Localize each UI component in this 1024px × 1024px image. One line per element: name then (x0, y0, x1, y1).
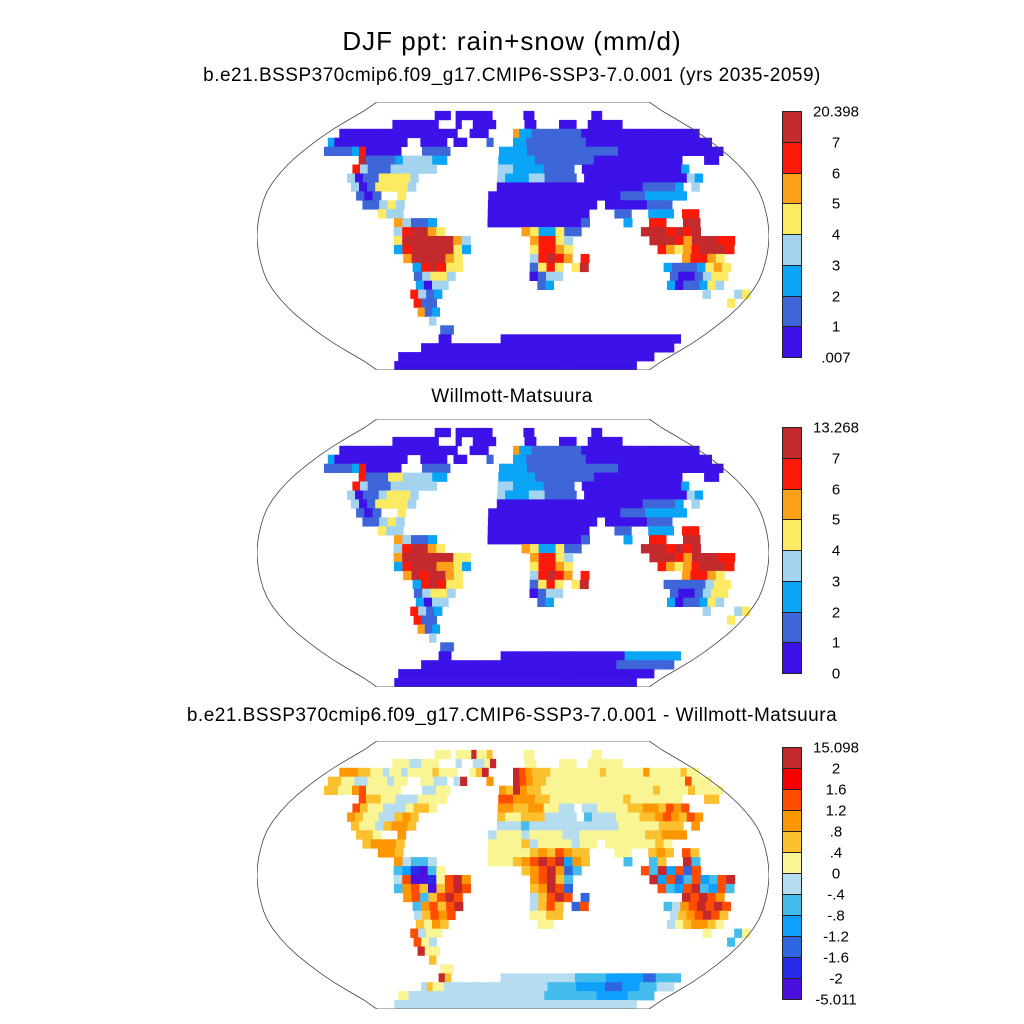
colorbar-tick-label: 1.2 (825, 802, 847, 820)
colorbar-tick-label: 15.098 (813, 739, 859, 757)
colorbar-tick-label: 2 (831, 604, 841, 621)
colorbar-segment (782, 642, 802, 674)
colorbar-tick-label: .8 (829, 823, 843, 841)
colorbar-tick-label: -1.2 (823, 928, 849, 946)
colorbar-tick-label: 0 (831, 865, 841, 883)
world-map-model (257, 102, 769, 370)
colorbar-tick-label: 6 (831, 165, 841, 182)
colorbar-segment (782, 457, 802, 490)
colorbar-tick-label: 7 (831, 450, 841, 468)
colorbar-model: 20.398 7 6 5 4 3 2 1 .007 (782, 104, 859, 367)
colorbar-segment (782, 172, 802, 205)
colorbar-segment (782, 978, 802, 1000)
colorbar-segment (782, 789, 802, 811)
colorbar-segment (782, 894, 802, 916)
colorbar-segment (782, 519, 802, 551)
colorbar-segment (782, 611, 802, 644)
colorbar-tick-label: -2 (829, 970, 843, 988)
colorbar-segment (782, 427, 802, 459)
colorbar-tick-label: 20.398 (813, 103, 859, 121)
figure-title: DJF ppt: rain+snow (mm/d) (342, 26, 682, 56)
colorbar-segment (782, 295, 802, 328)
colorbar-segment (782, 580, 802, 613)
colorbar-segment (782, 264, 802, 297)
colorbar-tick-label: 7 (831, 134, 841, 152)
colorbar-segment (782, 203, 802, 235)
colorbar-segment (782, 810, 802, 832)
colorbar-difference: 15.098 2 1.6 1.2 .8 .4 0 -.4 -.8 -1.2 -1.6 -2 -5.011 (782, 740, 859, 1009)
colorbar-segment (782, 768, 802, 790)
colorbar-tick-label: 1 (831, 318, 841, 336)
panel-title-model-case: b.e21.BSSP370cmip6.f09_g17.CMIP6-SSP3-7.… (203, 65, 821, 86)
world-map-observations (257, 419, 769, 687)
colorbar-segment (782, 111, 802, 143)
colorbar-tick-label: .4 (829, 844, 843, 862)
colorbar-observations: 13.268 7 6 5 4 3 2 1 0 (782, 420, 859, 683)
colorbar-tick-label: -1.6 (823, 949, 849, 967)
colorbar-segment (782, 957, 802, 979)
colorbar-segment (782, 831, 802, 853)
colorbar-tick-label: 3 (831, 257, 841, 275)
colorbar-tick-label: -.4 (827, 886, 845, 904)
colorbar-segment (782, 915, 802, 937)
colorbar-tick-label: 2 (831, 288, 841, 305)
colorbar-tick-label: -.8 (827, 907, 845, 925)
colorbar-tick-label: 6 (831, 481, 841, 498)
world-map-difference (257, 741, 769, 1009)
colorbar-tick-label: 5 (831, 195, 841, 213)
colorbar-tick-label: 0 (831, 665, 841, 683)
colorbar-segment (782, 747, 802, 769)
colorbar-tick-label: -5.011 (815, 991, 857, 1009)
colorbar-tick-label: 4 (831, 226, 841, 244)
colorbar-tick-label: 3 (831, 573, 841, 591)
colorbar-tick-label: 1 (831, 634, 841, 652)
colorbar-segment (782, 550, 802, 582)
colorbar-tick-label: 4 (831, 542, 841, 560)
colorbar-tick-label: 2 (831, 760, 841, 778)
colorbar-tick-label: 5 (831, 511, 841, 529)
colorbar-segment (782, 873, 802, 895)
colorbar-segment (782, 234, 802, 266)
colorbar-tick-label: 13.268 (813, 419, 859, 437)
colorbar-segment (782, 852, 802, 874)
panel-title-observations: Willmott-Matsuura (431, 386, 593, 407)
panel-title-difference: b.e21.BSSP370cmip6.f09_g17.CMIP6-SSP3-7.… (186, 705, 838, 726)
colorbar-segment (782, 326, 802, 358)
colorbar-tick-label: .007 (821, 349, 851, 367)
colorbar-segment (782, 141, 802, 174)
colorbar-tick-label: 1.6 (825, 781, 847, 799)
colorbar-segment (782, 488, 802, 521)
colorbar-segment (782, 936, 802, 958)
